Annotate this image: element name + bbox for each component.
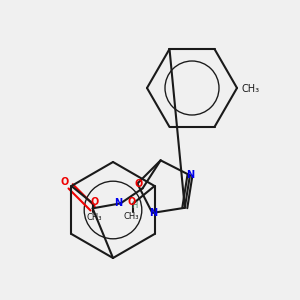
Text: CH₃: CH₃ — [242, 84, 260, 94]
Text: H: H — [131, 201, 138, 210]
Text: O: O — [61, 177, 69, 187]
Text: CH₃: CH₃ — [124, 212, 139, 221]
Text: N: N — [186, 170, 194, 180]
Text: O: O — [128, 197, 136, 207]
Text: CH₃: CH₃ — [87, 212, 102, 221]
Text: O: O — [90, 197, 99, 207]
Text: N: N — [149, 208, 158, 218]
Text: O: O — [134, 178, 142, 189]
Text: N: N — [115, 198, 123, 208]
